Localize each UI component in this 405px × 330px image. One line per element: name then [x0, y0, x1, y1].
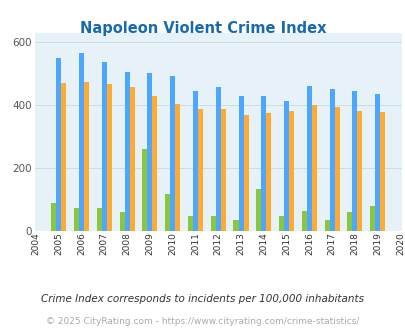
Bar: [266, 113, 271, 231]
Bar: [51, 203, 56, 231]
Bar: [284, 101, 288, 231]
Bar: [220, 109, 225, 231]
Bar: [165, 194, 170, 231]
Bar: [152, 96, 157, 231]
Bar: [96, 208, 102, 231]
Bar: [374, 94, 379, 231]
Text: Napoleon Violent Crime Index: Napoleon Violent Crime Index: [79, 21, 326, 36]
Bar: [369, 207, 374, 231]
Bar: [74, 208, 79, 231]
Bar: [329, 89, 334, 231]
Bar: [124, 72, 129, 231]
Bar: [306, 86, 311, 231]
Bar: [324, 220, 329, 231]
Bar: [301, 211, 306, 231]
Bar: [238, 96, 243, 231]
Bar: [288, 111, 293, 231]
Bar: [142, 149, 147, 231]
Bar: [261, 96, 266, 231]
Bar: [210, 216, 215, 231]
Bar: [79, 53, 84, 231]
Bar: [198, 109, 202, 231]
Bar: [379, 112, 384, 231]
Bar: [311, 105, 316, 231]
Bar: [278, 216, 284, 231]
Bar: [147, 73, 152, 231]
Bar: [215, 87, 220, 231]
Bar: [356, 111, 362, 231]
Bar: [192, 90, 198, 231]
Bar: [188, 216, 192, 231]
Bar: [102, 62, 107, 231]
Text: © 2025 CityRating.com - https://www.cityrating.com/crime-statistics/: © 2025 CityRating.com - https://www.city…: [46, 317, 359, 326]
Bar: [243, 115, 248, 231]
Bar: [61, 83, 66, 231]
Bar: [233, 220, 238, 231]
Bar: [129, 87, 134, 231]
Bar: [175, 104, 180, 231]
Bar: [84, 82, 89, 231]
Bar: [334, 107, 339, 231]
Bar: [256, 188, 261, 231]
Bar: [107, 84, 111, 231]
Bar: [56, 57, 61, 231]
Bar: [119, 212, 124, 231]
Text: Crime Index corresponds to incidents per 100,000 inhabitants: Crime Index corresponds to incidents per…: [41, 294, 364, 304]
Bar: [347, 212, 352, 231]
Bar: [352, 90, 356, 231]
Bar: [170, 76, 175, 231]
